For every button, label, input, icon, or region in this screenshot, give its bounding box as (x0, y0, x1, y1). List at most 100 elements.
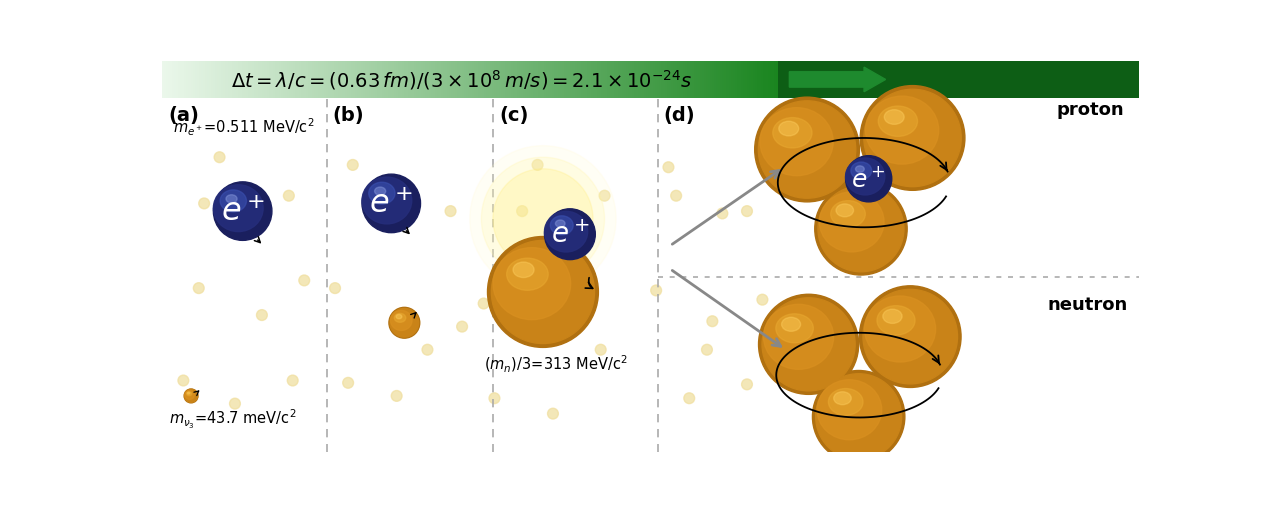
Bar (377, 61, 381, 98)
Bar (293, 61, 297, 98)
Bar (253, 61, 255, 98)
Bar (566, 61, 570, 98)
Bar (772, 61, 775, 98)
Bar (263, 61, 265, 98)
Bar (211, 61, 214, 98)
Bar (632, 61, 636, 98)
Bar (562, 61, 566, 98)
Bar (759, 61, 763, 98)
Bar (503, 61, 506, 98)
Ellipse shape (362, 177, 411, 224)
Bar (536, 61, 539, 98)
Bar (683, 61, 687, 98)
Bar (227, 61, 231, 98)
Circle shape (741, 206, 753, 216)
Bar (747, 61, 750, 98)
Circle shape (391, 391, 402, 401)
Bar (546, 61, 549, 98)
Bar (322, 61, 325, 98)
Bar (476, 61, 480, 98)
Bar (232, 61, 235, 98)
Bar (326, 61, 329, 98)
Bar (558, 61, 561, 98)
Text: $m_{e^+}$=0.511 MeV/c$^2$: $m_{e^+}$=0.511 MeV/c$^2$ (173, 116, 315, 138)
Bar (519, 61, 523, 98)
Bar (496, 61, 500, 98)
Bar (190, 61, 194, 98)
Circle shape (330, 283, 340, 294)
Bar (739, 61, 742, 98)
Bar (393, 61, 397, 98)
Ellipse shape (395, 313, 406, 322)
Circle shape (759, 101, 855, 198)
Bar (242, 61, 245, 98)
Ellipse shape (544, 211, 588, 252)
Bar (685, 61, 689, 98)
Bar (539, 61, 543, 98)
Bar (478, 61, 481, 98)
Bar (320, 61, 324, 98)
Bar (240, 61, 244, 98)
Circle shape (423, 344, 433, 355)
Bar (699, 61, 703, 98)
Bar (466, 61, 470, 98)
Bar (390, 61, 393, 98)
Bar (538, 61, 541, 98)
Ellipse shape (188, 392, 190, 394)
Bar (642, 61, 646, 98)
Bar (764, 61, 766, 98)
Bar (499, 61, 501, 98)
Circle shape (481, 157, 604, 280)
Bar (306, 61, 308, 98)
Bar (728, 61, 732, 98)
Bar (317, 61, 321, 98)
Bar (667, 61, 670, 98)
Bar (761, 61, 765, 98)
Bar (662, 61, 666, 98)
Ellipse shape (220, 190, 246, 212)
Ellipse shape (185, 390, 194, 399)
Bar (618, 61, 621, 98)
Circle shape (763, 298, 855, 391)
Bar (372, 61, 374, 98)
Bar (213, 61, 216, 98)
Bar (725, 61, 727, 98)
Bar (339, 61, 341, 98)
Circle shape (299, 275, 310, 286)
Bar (286, 61, 288, 98)
Bar (409, 61, 411, 98)
Bar (447, 61, 450, 98)
Bar (296, 61, 298, 98)
Bar (350, 61, 354, 98)
Ellipse shape (817, 380, 882, 440)
Circle shape (213, 182, 272, 240)
Bar (582, 61, 586, 98)
Bar (369, 61, 372, 98)
Bar (203, 61, 206, 98)
Bar (549, 61, 553, 98)
Bar (585, 61, 588, 98)
Bar (500, 61, 504, 98)
Bar (324, 61, 327, 98)
Bar (302, 61, 305, 98)
Bar (386, 61, 388, 98)
Bar (722, 61, 726, 98)
Bar (197, 61, 201, 98)
Bar (216, 61, 218, 98)
Bar (648, 61, 652, 98)
Text: proton: proton (1057, 101, 1124, 119)
Bar (247, 61, 251, 98)
Circle shape (759, 294, 859, 394)
Bar (516, 61, 520, 98)
Ellipse shape (851, 162, 872, 179)
Bar (246, 61, 249, 98)
Ellipse shape (494, 247, 571, 320)
Circle shape (184, 390, 198, 402)
Circle shape (214, 152, 225, 163)
Circle shape (755, 97, 859, 202)
Bar (636, 61, 640, 98)
Bar (250, 61, 254, 98)
Bar (589, 61, 593, 98)
Bar (706, 61, 709, 98)
Bar (340, 61, 344, 98)
